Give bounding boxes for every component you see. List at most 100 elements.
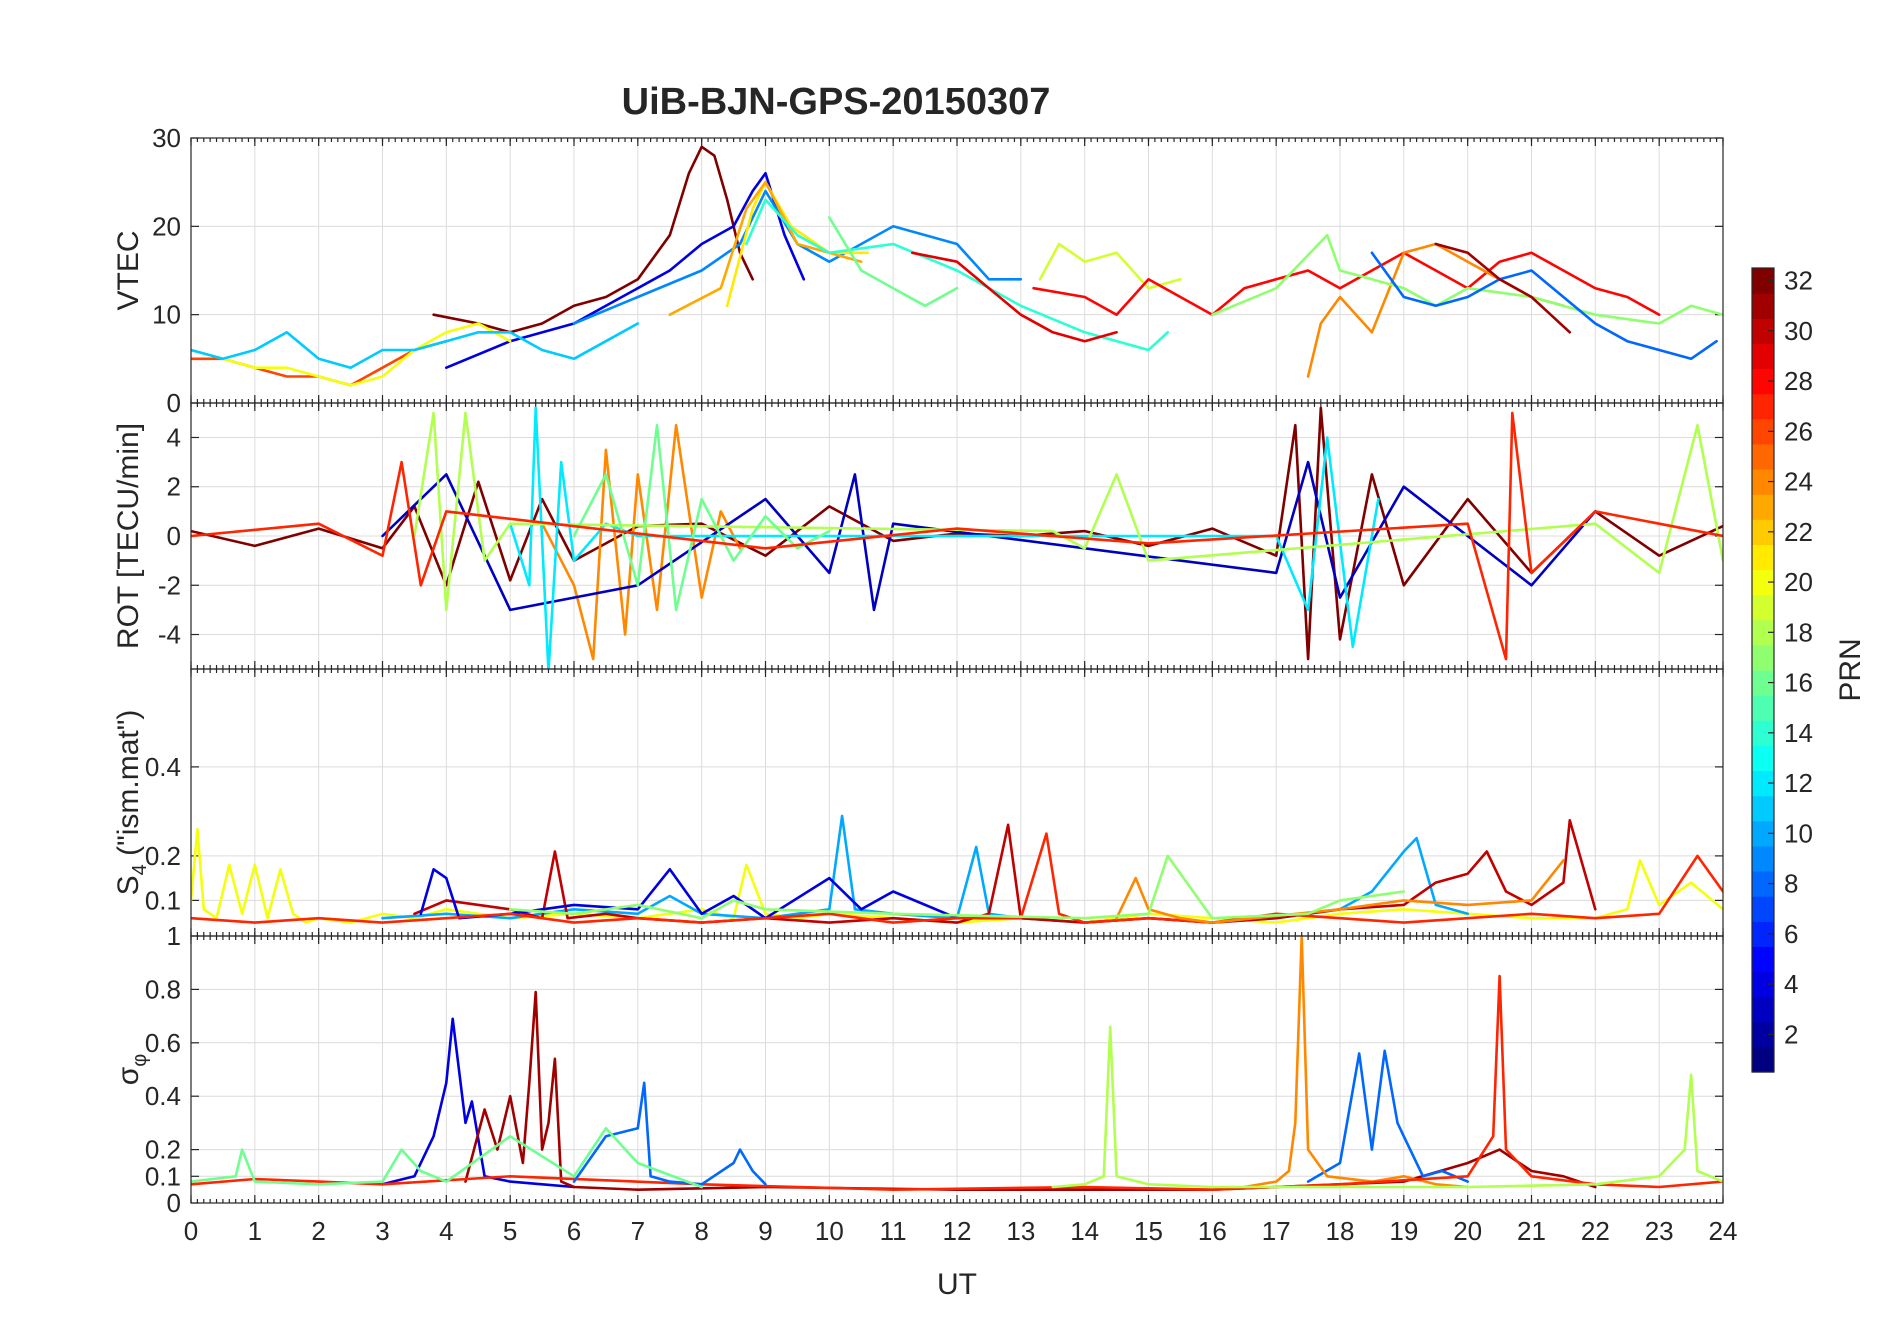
colorbar-swatch xyxy=(1752,343,1774,370)
colorbar-swatch xyxy=(1752,896,1774,922)
colorbar-swatch xyxy=(1752,293,1774,319)
series-line-prn-16 xyxy=(828,216,959,308)
series-line-prn-20 xyxy=(191,322,512,387)
series-line-prn-18 xyxy=(413,411,1723,612)
axes-frame-sigma xyxy=(190,935,1724,1204)
y-tick-label: 1 xyxy=(167,921,181,951)
x-tick-label: 8 xyxy=(694,1216,708,1246)
y-tick-label: 4 xyxy=(167,422,181,452)
y-tick-label: 0.4 xyxy=(145,752,181,782)
x-tick-label: 9 xyxy=(758,1216,772,1246)
x-tick-label: 5 xyxy=(503,1216,517,1246)
colorbar-label: PRN xyxy=(1834,638,1867,701)
colorbar-swatch xyxy=(1752,871,1774,897)
x-tick-label: 23 xyxy=(1645,1216,1674,1246)
y-tick-label: -2 xyxy=(158,570,181,600)
colorbar-tick-label: 16 xyxy=(1784,668,1813,698)
series-line-prn-18 xyxy=(1051,1025,1723,1189)
colorbar-swatch xyxy=(1752,519,1774,545)
colorbar-swatch xyxy=(1752,770,1774,797)
x-tick-label: 21 xyxy=(1517,1216,1546,1246)
colorbar-swatch xyxy=(1752,594,1774,621)
y-axis-label-sigma: σφ xyxy=(112,1054,151,1086)
panel-vtec: 0 10 20 30 VTEC xyxy=(112,123,1724,418)
series-line-prn-32 xyxy=(432,145,754,334)
colorbar-swatch xyxy=(1752,795,1774,822)
colorbar-tick-label: 26 xyxy=(1784,416,1813,446)
series-line-prn-14 xyxy=(745,198,1169,352)
y-tick-label: 2 xyxy=(167,472,181,502)
colorbar-swatch xyxy=(1752,695,1774,721)
y-tick-label: 0.1 xyxy=(145,1161,181,1191)
colorbar-swatch xyxy=(1752,971,1774,998)
series-line-prn-8 xyxy=(1306,1049,1469,1183)
colorbar-swatch xyxy=(1752,946,1774,973)
colorbar-tick-label: 2 xyxy=(1784,1019,1798,1049)
y-tick-label: 0 xyxy=(167,521,181,551)
series-line-prn-4 xyxy=(445,172,806,369)
x-tick-label: 3 xyxy=(375,1216,389,1246)
x-tick-label: 10 xyxy=(815,1216,844,1246)
chart-title: UiB-BJN-GPS-20150307 xyxy=(622,81,1051,123)
series-line-prn-10 xyxy=(381,814,1469,924)
y-tick-label: -4 xyxy=(158,620,181,650)
panel-sigma: 00.10.2 0.4 0.6 0.8 1 σφ xyxy=(112,921,1724,1218)
colorbar-swatch xyxy=(1752,820,1774,847)
series-group-vtec xyxy=(191,145,1723,387)
y-tick-label: 10 xyxy=(152,300,181,330)
series-line-prn-24 xyxy=(1306,242,1565,378)
y-tick-label: 0 xyxy=(167,388,181,418)
series-line-prn-4 xyxy=(419,868,959,920)
colorbar-swatch xyxy=(1752,745,1774,772)
y-axis-label-s4: S4 ("ism.mat") xyxy=(112,710,151,896)
x-tick-label: 6 xyxy=(567,1216,581,1246)
colorbar-swatch xyxy=(1752,1021,1774,1048)
colorbar-tick-label: 32 xyxy=(1784,266,1813,296)
colorbar-tick-label: 28 xyxy=(1784,366,1813,396)
colorbar-swatch xyxy=(1752,996,1774,1023)
x-tick-label: 17 xyxy=(1262,1216,1291,1246)
colorbar-swatch xyxy=(1752,569,1774,596)
series-line-prn-16 xyxy=(572,423,831,612)
colorbar-tick-label: 24 xyxy=(1784,467,1813,497)
panel-rot: -4 -2 0 2 4 ROT [TECU/min] xyxy=(112,402,1724,670)
colorbar-swatch xyxy=(1752,619,1774,646)
colorbar-tick-label: 20 xyxy=(1784,567,1813,597)
series-line-prn-17 xyxy=(508,854,1406,920)
x-tick-label: 20 xyxy=(1453,1216,1482,1246)
series-line-prn-4 xyxy=(381,1017,576,1189)
colorbar-swatch xyxy=(1752,670,1774,696)
panel-s4: 0.1 0.2 0.4S4 ("ism.mat") xyxy=(112,668,1724,937)
colorbar-swatch xyxy=(1752,921,1774,947)
series-line-prn-31 xyxy=(464,990,1597,1191)
series-line-prn-9 xyxy=(572,189,1023,325)
colorbar-swatch xyxy=(1752,845,1774,872)
series-line-prn-28 xyxy=(1032,251,1661,316)
x-tick-label: 19 xyxy=(1389,1216,1418,1246)
y-axis-label-vtec: VTEC xyxy=(112,230,145,310)
colorbar-swatch xyxy=(1752,720,1774,746)
colorbar-swatch xyxy=(1752,318,1774,344)
colorbar-tick-label: 12 xyxy=(1784,768,1813,798)
y-tick-label: 0.2 xyxy=(145,841,181,871)
colorbar-swatch xyxy=(1752,268,1774,294)
x-tick-label: 18 xyxy=(1326,1216,1355,1246)
colorbar-tick-label: 30 xyxy=(1784,316,1813,346)
colorbar-tick-label: 22 xyxy=(1784,517,1813,547)
colorbar-swatch xyxy=(1752,393,1774,420)
y-tick-label: 0.4 xyxy=(145,1081,181,1111)
x-tick-label: 2 xyxy=(311,1216,325,1246)
x-tick-label: 11 xyxy=(880,1216,907,1246)
colorbar-tick-label: 8 xyxy=(1784,869,1798,899)
series-line-prn-27 xyxy=(191,832,1723,924)
series-line-prn-27 xyxy=(191,411,1723,661)
colorbar-tick-label: 10 xyxy=(1784,818,1813,848)
series-line-prn-11 xyxy=(191,322,640,369)
series-line-prn-16 xyxy=(191,1126,703,1189)
colorbar-tick-label: 6 xyxy=(1784,919,1798,949)
x-tick-label: 14 xyxy=(1070,1216,1099,1246)
y-tick-label: 20 xyxy=(152,211,181,241)
colorbar-frame xyxy=(1751,267,1775,1073)
